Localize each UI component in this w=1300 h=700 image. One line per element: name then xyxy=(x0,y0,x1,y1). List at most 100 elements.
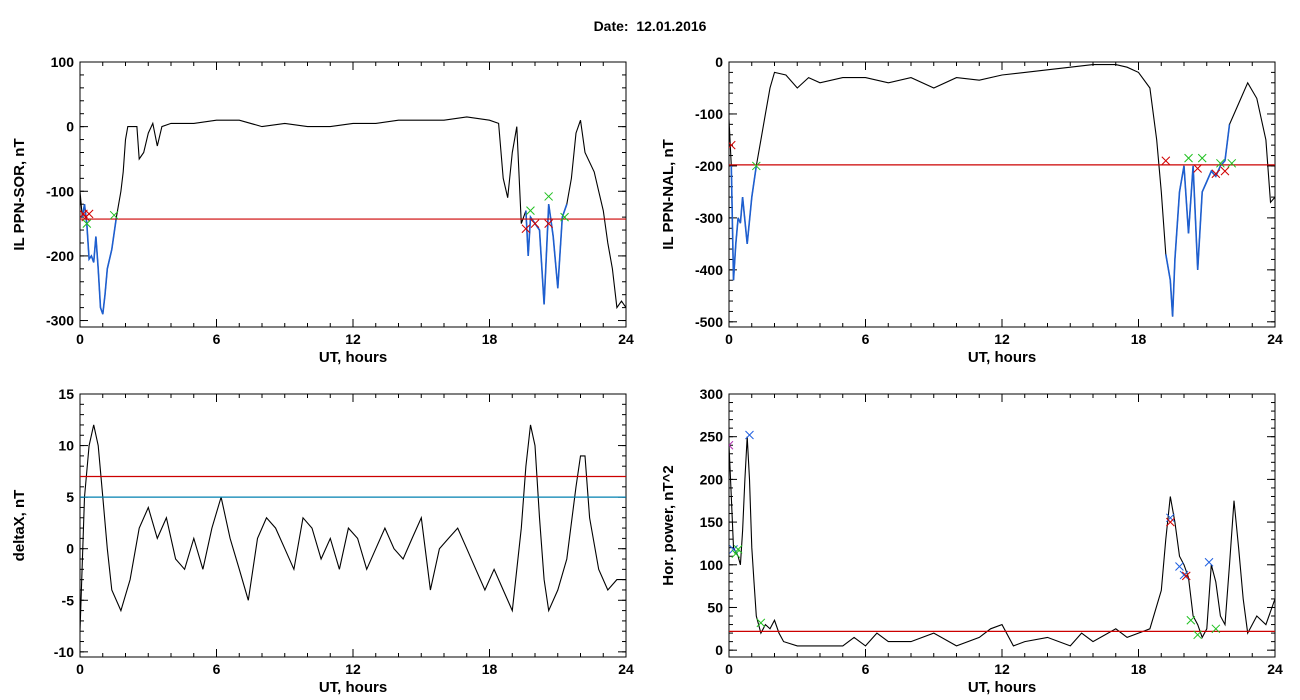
y-tick-label: -400 xyxy=(695,262,723,278)
x-tick-label: 12 xyxy=(994,661,1010,677)
event-segment-line xyxy=(1165,124,1231,317)
data-marker xyxy=(1165,517,1175,527)
data-marker xyxy=(1204,557,1214,567)
x-tick-label: 18 xyxy=(482,331,498,347)
data-marker xyxy=(729,140,736,150)
y-tick-label: 0 xyxy=(715,54,723,70)
plot-frame xyxy=(79,393,627,658)
y-axis-label: deltaX, nT xyxy=(11,490,28,562)
plot-frame xyxy=(728,61,1276,328)
x-tick-label: 0 xyxy=(725,331,733,347)
x-axis-label: UT, hours xyxy=(968,349,1036,366)
y-tick-label: -300 xyxy=(46,313,74,329)
series-line xyxy=(80,116,626,315)
event-segment-line xyxy=(525,203,568,305)
data-marker xyxy=(1186,615,1196,625)
y-axis-label: IL PPN-SOR, nT xyxy=(11,138,28,250)
data-marker xyxy=(1220,166,1230,176)
data-marker xyxy=(530,219,540,228)
event-segment-line xyxy=(81,204,118,315)
plot-data xyxy=(80,424,626,632)
series-line xyxy=(729,436,1275,647)
y-axis-label: IL PPN-NAL, nT xyxy=(660,139,677,250)
y-tick-label: -100 xyxy=(46,183,74,199)
y-tick-label: 100 xyxy=(700,557,724,573)
data-marker xyxy=(544,192,554,201)
data-marker xyxy=(1211,624,1221,634)
data-marker xyxy=(1161,156,1171,166)
x-axis-label: UT, hours xyxy=(319,349,387,366)
y-tick-label: 100 xyxy=(51,54,75,70)
data-marker xyxy=(560,212,569,222)
data-marker xyxy=(1181,571,1191,581)
data-marker xyxy=(84,209,94,219)
data-marker xyxy=(1211,169,1221,179)
event-segment-line xyxy=(730,165,758,281)
x-tick-label: 12 xyxy=(345,331,361,347)
y-tick-label: 10 xyxy=(58,438,74,454)
y-tick-label: -100 xyxy=(695,106,723,122)
y-tick-label: -200 xyxy=(695,158,723,174)
data-marker xyxy=(1165,513,1175,523)
y-tick-label: -200 xyxy=(46,248,74,264)
data-marker xyxy=(1184,153,1193,163)
chart-panel-top-right: 0 6 12 18 24 -500 -400 -300 -200 -100 0 UT, hours IL… xyxy=(660,54,1283,366)
data-marker xyxy=(729,440,734,450)
x-tick-label: 24 xyxy=(618,331,634,347)
y-tick-label: 50 xyxy=(707,599,723,615)
data-marker xyxy=(526,206,535,216)
x-tick-label: 6 xyxy=(862,331,870,347)
data-marker xyxy=(731,549,741,559)
y-tick-label: 250 xyxy=(700,429,724,445)
x-tick-label: 6 xyxy=(862,661,870,677)
chart-panel-bottom-right: 0 6 12 18 24 0 50 100 150 200 250 300 UT, hours Hor. … xyxy=(660,386,1283,696)
data-marker xyxy=(733,545,743,554)
chart-panel-bottom-left: 0 6 12 18 24 -10 -5 0 5 10 15 UT, hours deltaX, nT xyxy=(11,386,634,696)
y-tick-label: 5 xyxy=(66,489,74,505)
data-marker xyxy=(109,210,119,220)
x-tick-label: 6 xyxy=(213,661,221,677)
x-axis-label: UT, hours xyxy=(319,679,387,696)
x-tick-label: 6 xyxy=(213,331,221,347)
series-line xyxy=(80,424,626,632)
x-tick-label: 18 xyxy=(1131,661,1147,677)
data-marker xyxy=(1197,153,1207,163)
plot-data xyxy=(729,64,1275,317)
plot-data xyxy=(80,116,626,315)
data-marker xyxy=(1193,630,1203,640)
y-tick-label: 0 xyxy=(715,642,723,658)
x-tick-label: 12 xyxy=(345,661,361,677)
y-tick-label: 15 xyxy=(58,386,74,402)
page-title: Date: 12.01.2016 xyxy=(0,18,1300,34)
plot-data xyxy=(729,430,1275,647)
data-marker xyxy=(1193,164,1203,173)
data-marker xyxy=(521,224,531,234)
y-tick-label: -10 xyxy=(54,644,74,660)
y-tick-label: 150 xyxy=(700,514,724,530)
data-marker xyxy=(751,161,761,171)
x-tick-label: 24 xyxy=(618,661,634,677)
x-tick-label: 0 xyxy=(725,661,733,677)
x-tick-label: 0 xyxy=(76,331,84,347)
x-tick-label: 24 xyxy=(1267,661,1283,677)
series-line xyxy=(729,64,1275,317)
y-tick-label: 0 xyxy=(66,119,74,135)
x-tick-label: 24 xyxy=(1267,331,1283,347)
date-value: 12.01.2016 xyxy=(636,18,707,34)
chart-panel-top-left: 0 6 12 18 24 -300 -200 -100 0 100 UT, hours IL PPN-… xyxy=(11,54,634,366)
y-tick-label: 0 xyxy=(66,541,74,557)
data-marker xyxy=(1175,562,1184,571)
y-tick-label: -5 xyxy=(62,592,75,608)
data-marker xyxy=(756,618,766,628)
x-tick-label: 18 xyxy=(482,661,498,677)
data-marker xyxy=(1216,158,1225,168)
x-tick-label: 0 xyxy=(76,661,84,677)
data-marker xyxy=(1179,570,1189,580)
date-label: Date: xyxy=(593,18,629,34)
y-tick-label: 300 xyxy=(700,386,724,402)
x-tick-label: 18 xyxy=(1131,331,1147,347)
y-tick-label: -500 xyxy=(695,314,723,330)
y-tick-label: 200 xyxy=(700,471,724,487)
data-marker xyxy=(82,219,92,228)
